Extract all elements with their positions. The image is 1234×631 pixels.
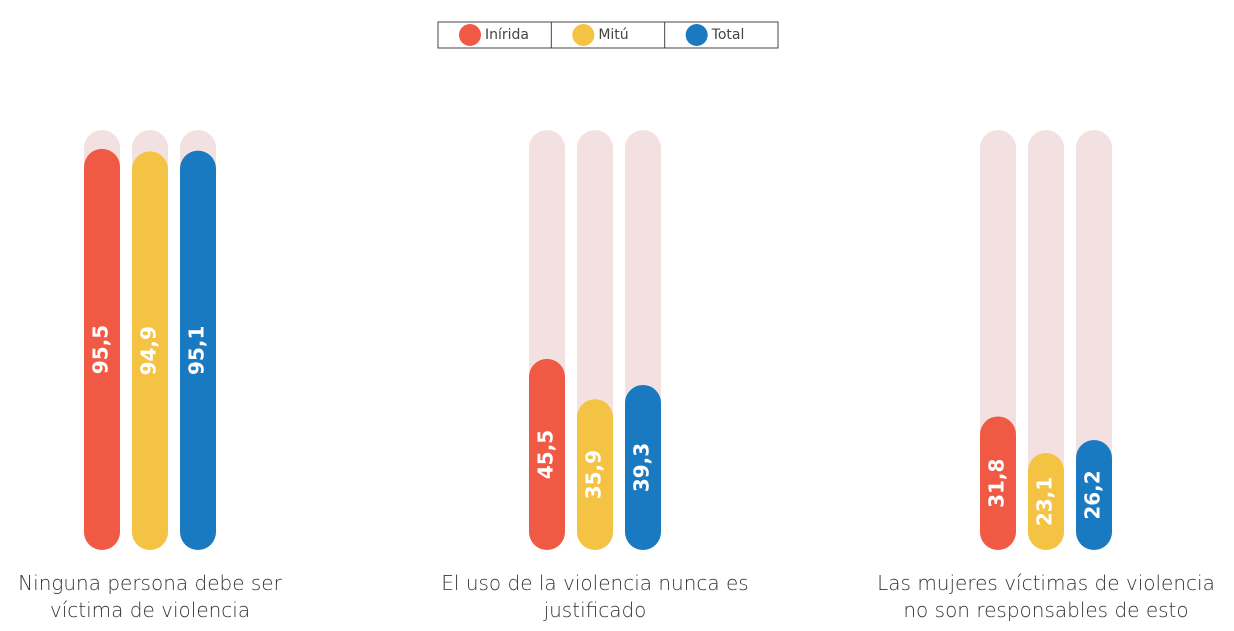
- legend-swatch: [572, 24, 595, 46]
- category-label: Ninguna persona debe ser víctima de viol…: [18, 571, 282, 622]
- value-label: 45,5: [534, 430, 558, 479]
- bar: [529, 358, 565, 550]
- bar: [84, 148, 120, 550]
- legend-swatch: [685, 24, 708, 46]
- legend-label: Inírida: [485, 27, 529, 43]
- value-label: 26,2: [1081, 470, 1105, 519]
- value-label: 95,5: [89, 325, 113, 374]
- bar: [980, 416, 1016, 550]
- value-label: 23,1: [1033, 477, 1057, 526]
- value-label: 31,8: [985, 459, 1009, 508]
- value-label: 35,9: [582, 450, 606, 499]
- category-label: Las mujeres víctimas de violencia no son…: [877, 571, 1215, 622]
- legend-label: Mitú: [598, 27, 628, 43]
- bar: [1028, 452, 1064, 550]
- bar: [1076, 439, 1112, 550]
- legend-label: Total: [711, 27, 745, 43]
- category-label: El uso de la violencia nunca es justific…: [441, 571, 749, 622]
- bar: [577, 399, 613, 550]
- bar-track: [1028, 130, 1064, 550]
- legend-box: [437, 21, 779, 49]
- value-label: 39,3: [630, 443, 654, 492]
- value-label: 94,9: [137, 326, 161, 375]
- legend-swatch: [459, 24, 481, 46]
- bar: [132, 151, 168, 551]
- bar: [180, 150, 216, 550]
- value-label: 95,1: [185, 326, 209, 375]
- bar: [625, 384, 661, 550]
